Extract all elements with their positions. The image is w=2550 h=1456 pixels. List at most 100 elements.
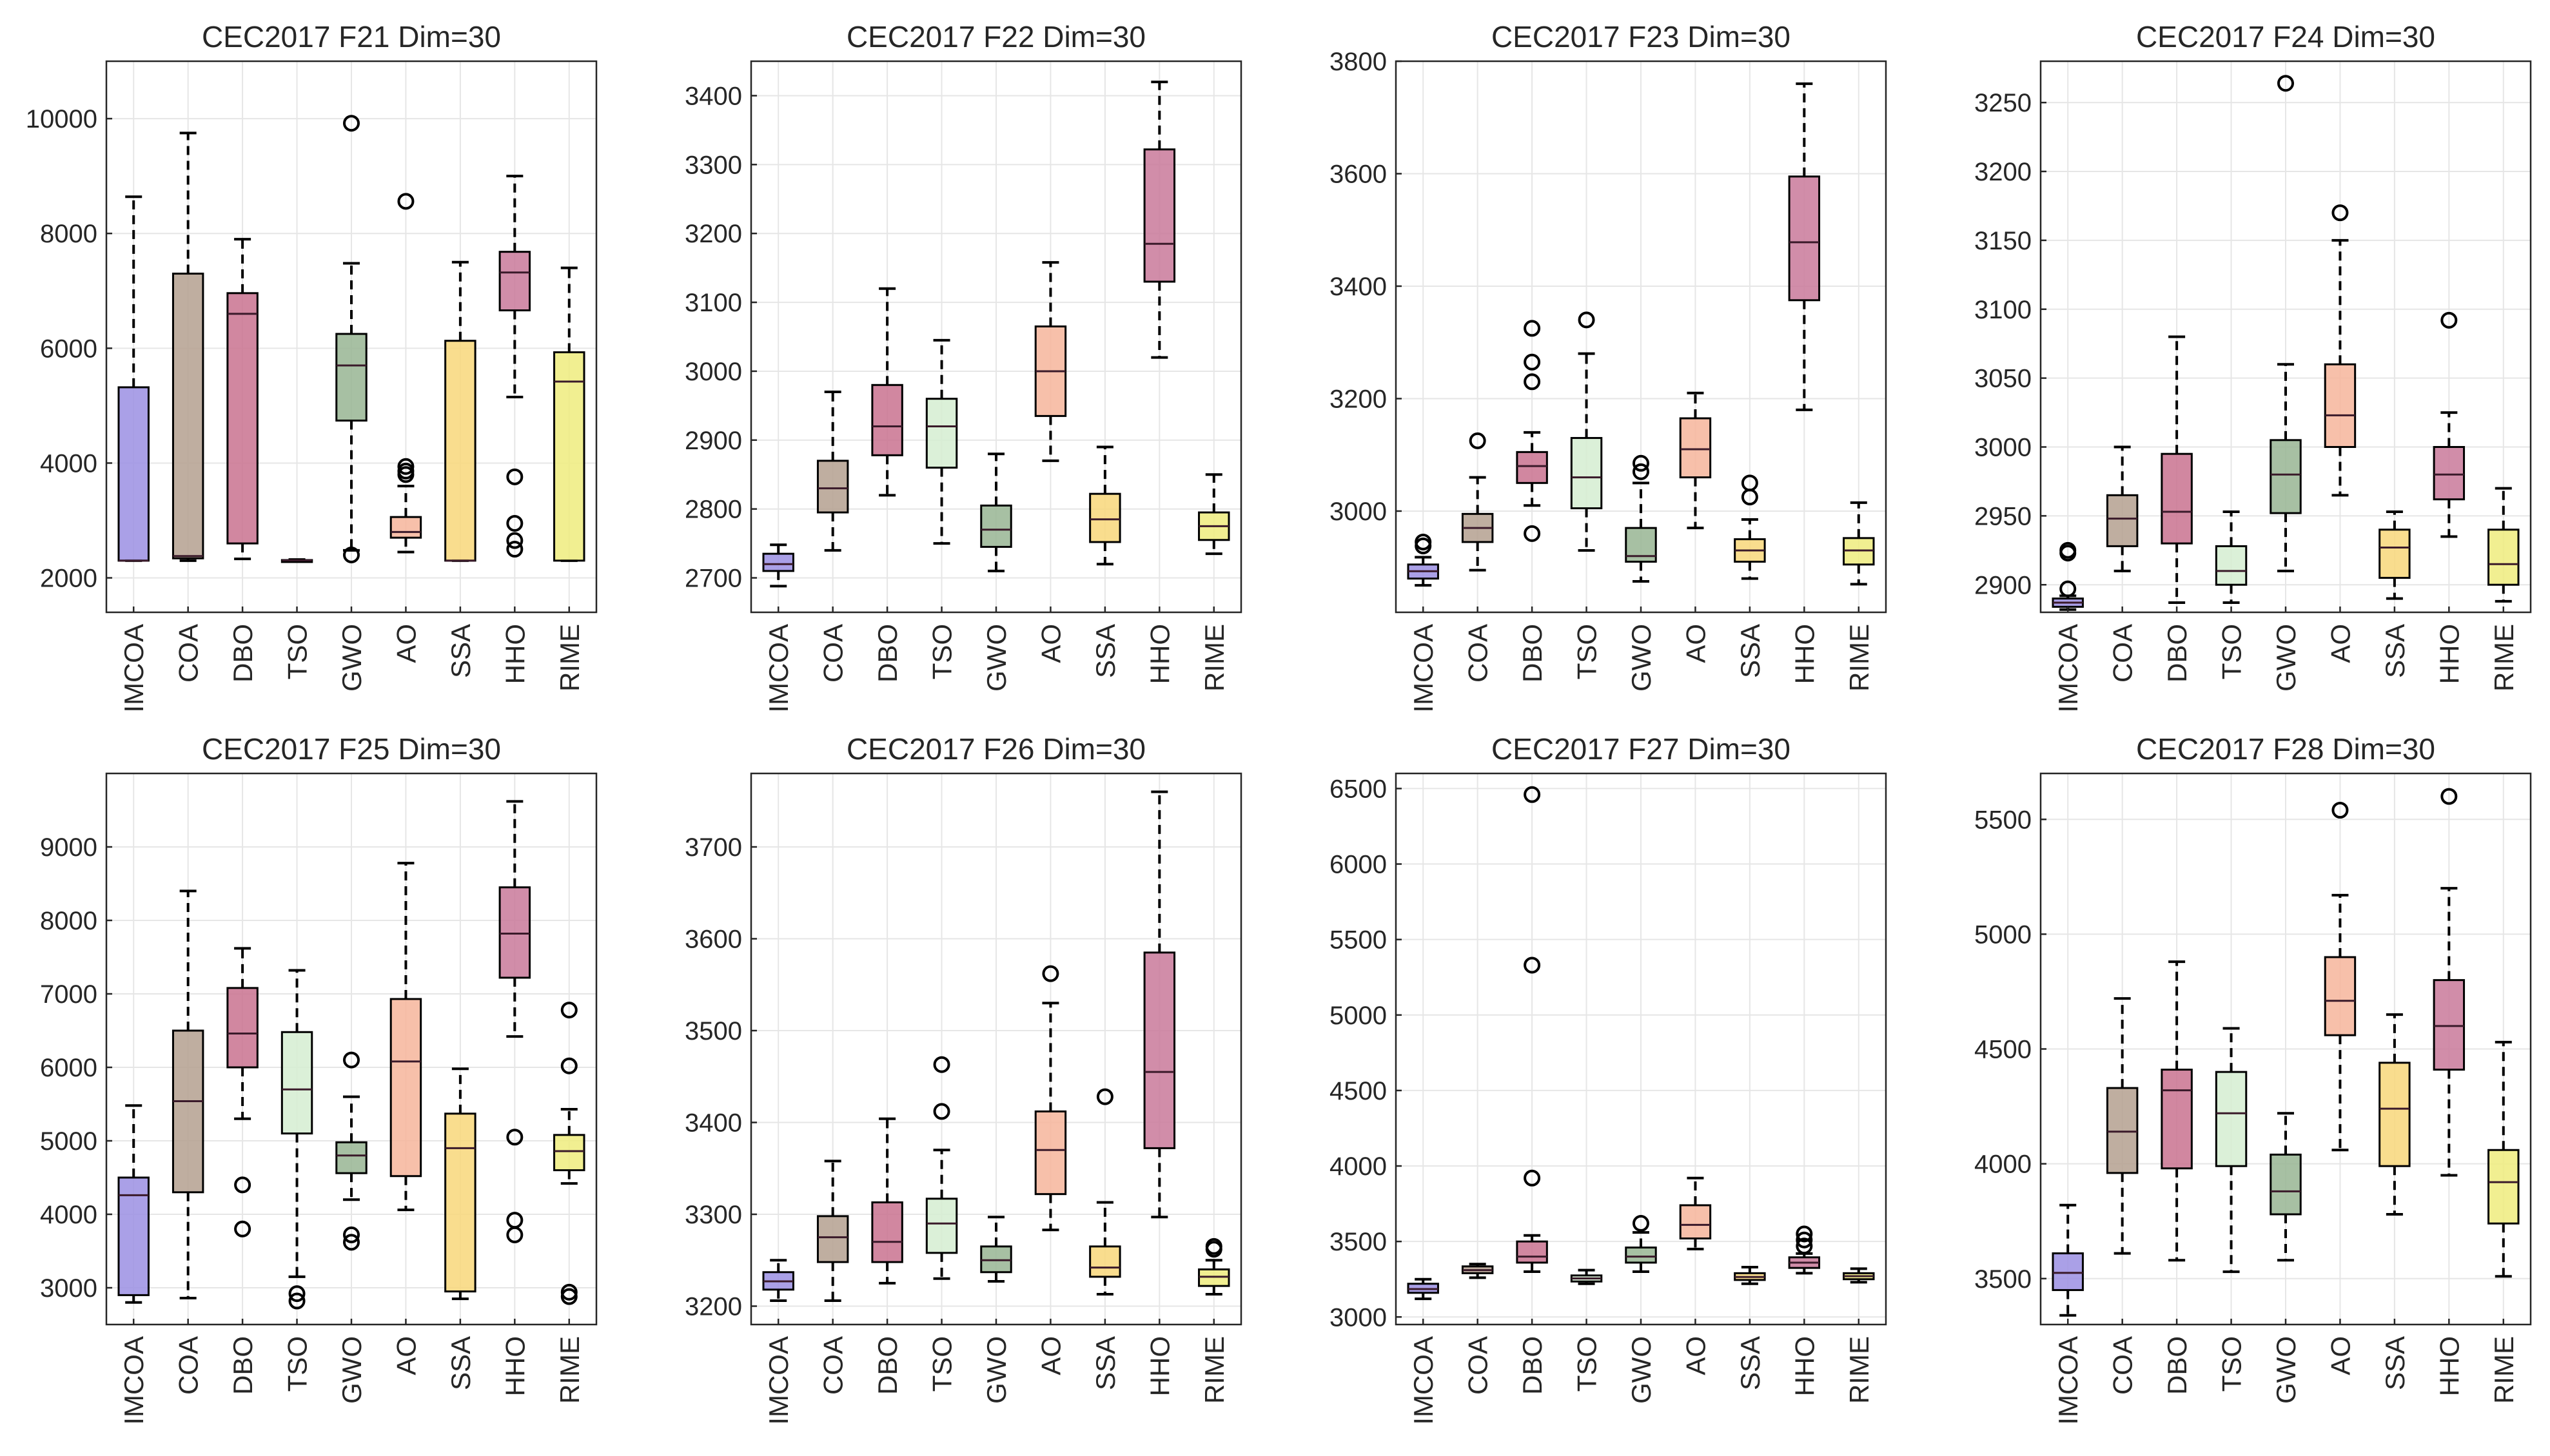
box-imcoa (2052, 1203, 2084, 1317)
box-body (2215, 1071, 2248, 1167)
box-ssa (2378, 510, 2411, 600)
y-tick-label: 2800 (685, 496, 742, 524)
box-tso (2215, 510, 2248, 605)
box-rime (2487, 487, 2520, 603)
y-tick-label: 2950 (1974, 502, 2032, 530)
box-ssa (2378, 1013, 2411, 1216)
y-tick-label: 4000 (40, 449, 97, 478)
outlier-point (506, 468, 524, 485)
box-body (172, 273, 204, 559)
box-body (762, 552, 794, 572)
box-body (2378, 1062, 2411, 1167)
box-body (335, 1141, 368, 1174)
box-coa (1461, 1263, 1494, 1279)
x-tick-label: HHO (1144, 1336, 1175, 1396)
outlier-point (343, 1226, 360, 1243)
box-coa (2106, 445, 2139, 572)
box-body (1034, 1110, 1067, 1196)
chart-panel-7: 3000 3500 4000 4500 5000 5500 6000 6500 IMCOA COA… (1329, 732, 1887, 1425)
y-tick-label: 3500 (1329, 1228, 1387, 1256)
box-body (816, 460, 849, 514)
outlier-point (1042, 965, 1059, 982)
outlier-point (1524, 320, 1541, 337)
box-body (925, 398, 958, 469)
x-tick-label: TSO (282, 1336, 313, 1392)
y-tick-label: 3400 (685, 1109, 742, 1138)
box-gwo (2270, 75, 2302, 572)
box-body (871, 383, 903, 456)
y-tick-label: 9000 (40, 833, 97, 862)
y-tick-label: 7000 (40, 980, 97, 1009)
x-tick-label: RIME (554, 624, 585, 692)
outlier-point (2059, 580, 2077, 597)
y-tick-label: 2900 (1974, 571, 2032, 599)
box-body (553, 351, 585, 562)
outlier-point (1205, 1241, 1222, 1258)
chart-panel-5: 3000 4000 5000 6000 7000 8000 9000 IMCOA COA DBO T… (40, 732, 598, 1425)
x-tick-label: RIME (1844, 1336, 1874, 1404)
outlier-point (506, 514, 524, 532)
outlier-point (506, 541, 524, 558)
box-coa (172, 131, 204, 562)
box-gwo (980, 1216, 1012, 1283)
box-gwo (335, 1051, 368, 1251)
box-body (117, 386, 150, 562)
y-tick-label: 4000 (40, 1201, 97, 1229)
x-tick-label: IMCOA (763, 1336, 794, 1425)
x-tick-label: SSA (1735, 624, 1765, 678)
box-dbo (2161, 335, 2193, 605)
box-body (335, 333, 368, 422)
x-tick-label: TSO (1572, 624, 1602, 679)
box-body (2324, 956, 2357, 1036)
box-dbo (1516, 786, 1548, 1274)
box-rime (1198, 1238, 1230, 1296)
box-body (2161, 452, 2193, 545)
x-tick-label: DBO (872, 1336, 903, 1395)
outlier-point (506, 1129, 524, 1146)
box-ao (1679, 391, 1712, 530)
box-body (925, 1198, 958, 1254)
outlier-point (1524, 373, 1541, 391)
outlier-point (1096, 1088, 1113, 1105)
x-tick-label: DBO (1517, 1336, 1547, 1395)
box-dbo (1516, 320, 1548, 542)
x-tick-label: RIME (2489, 1336, 2519, 1404)
x-tick-label: AO (391, 1336, 421, 1375)
y-tick-label: 2700 (685, 565, 742, 593)
x-tick-label: GWO (2271, 624, 2301, 692)
chart-title: CEC2017 F28 Dim=30 (2136, 732, 2435, 766)
box-imcoa (117, 195, 150, 562)
chart-panel-6: 3200 3300 3400 3500 3600 3700 IMCOA COA DBO TSO GW… (685, 732, 1242, 1425)
box-tso (280, 969, 313, 1310)
box-body (2487, 529, 2520, 586)
outlier-point (343, 1051, 360, 1069)
box-dbo (871, 287, 903, 497)
box-gwo (335, 115, 368, 563)
outlier-point (560, 1288, 578, 1305)
x-tick-label: IMCOA (2053, 624, 2083, 713)
box-body (389, 516, 422, 539)
x-tick-label: SSA (1090, 624, 1121, 678)
y-tick-label: 3500 (685, 1017, 742, 1045)
x-tick-label: DBO (228, 624, 258, 683)
y-tick-label: 3000 (1329, 498, 1387, 526)
box-body (1516, 1240, 1548, 1264)
box-rime (1198, 473, 1230, 556)
x-tick-label: AO (1035, 624, 1066, 663)
x-tick-label: SSA (2380, 624, 2410, 678)
x-tick-label: DBO (2162, 624, 2192, 683)
chart-panel-8: 3500 4000 4500 5000 5500 IMCOA COA DBO TSO GWO AO S… (1974, 732, 2532, 1425)
box-ao (389, 193, 422, 554)
y-tick-label: 3000 (1329, 1303, 1387, 1332)
box-ssa (444, 1067, 476, 1301)
x-tick-label: HHO (1144, 624, 1175, 684)
box-body (2215, 545, 2248, 586)
box-body (2270, 1153, 2302, 1216)
x-tick-label: COA (2108, 624, 2138, 683)
box-body (1570, 437, 1603, 510)
box-body (2161, 1069, 2193, 1170)
x-tick-label: HHO (2434, 624, 2464, 684)
box-hho (498, 800, 531, 1243)
box-body (1625, 1247, 1657, 1264)
y-tick-label: 3800 (1329, 48, 1387, 76)
